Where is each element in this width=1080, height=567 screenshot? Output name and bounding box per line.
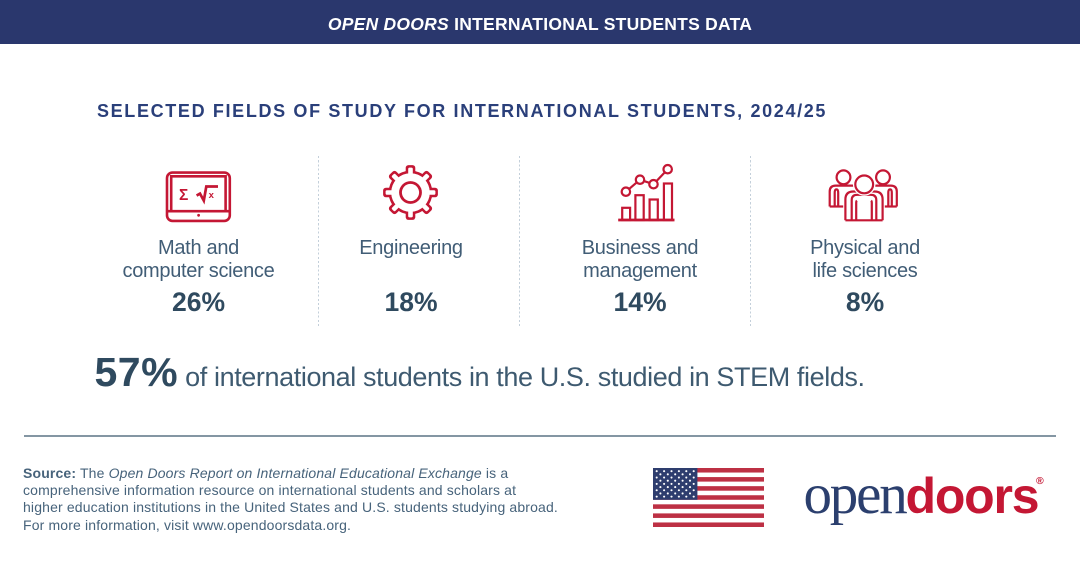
svg-text:x: x (209, 190, 215, 201)
svg-text:Σ: Σ (179, 187, 188, 204)
